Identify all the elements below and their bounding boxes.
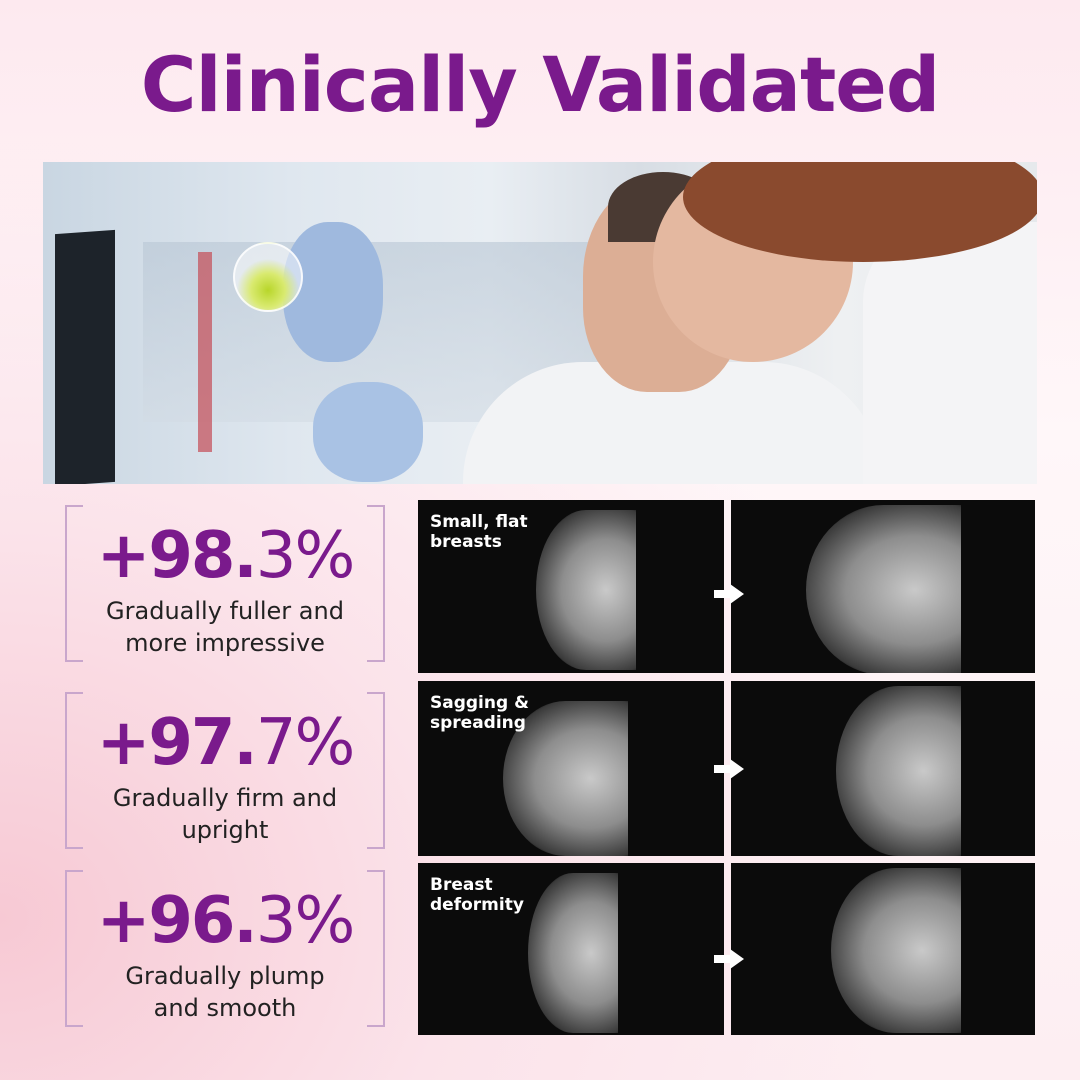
comparison-label: breasts xyxy=(430,532,502,552)
stat-description: Gradually fuller and xyxy=(106,597,344,625)
lab-scientists-photo xyxy=(43,162,1037,484)
comparison-label: spreading xyxy=(430,713,526,733)
stat-description: Gradually plump xyxy=(125,962,325,990)
stat-value-decimal: 7% xyxy=(255,706,356,780)
stat-firm: +97.7% Gradually firm and upright xyxy=(65,692,385,849)
after-scan-1 xyxy=(731,500,1035,673)
before-scan-2: Sagging & spreading xyxy=(418,681,724,856)
stat-description: Gradually firm and xyxy=(112,784,338,812)
comparison-label: Small, flat xyxy=(430,512,528,532)
before-scan-3: Breast deformity xyxy=(418,863,724,1035)
stat-description: upright xyxy=(181,816,269,844)
before-scan-1: Small, flat breasts xyxy=(418,500,724,673)
stat-description: more impressive xyxy=(125,629,325,657)
arrow-right-icon xyxy=(714,584,748,604)
comparison-label: Sagging & xyxy=(430,693,529,713)
after-scan-2 xyxy=(731,681,1035,856)
stat-fuller: +98.3% Gradually fuller and more impress… xyxy=(65,505,385,662)
stat-plump: +96.3% Gradually plump and smooth xyxy=(65,870,385,1027)
stat-value-decimal: 3% xyxy=(255,519,356,593)
stat-description: and smooth xyxy=(153,994,297,1022)
stat-value-decimal: 3% xyxy=(255,884,356,958)
comparison-label: deformity xyxy=(430,895,524,915)
comparison-label: Breast xyxy=(430,875,493,895)
after-scan-3 xyxy=(731,863,1035,1035)
page-title: Clinically Validated xyxy=(140,40,940,129)
stat-value: +98. xyxy=(96,519,258,593)
stat-value: +97. xyxy=(96,706,258,780)
arrow-right-icon xyxy=(714,949,748,969)
arrow-right-icon xyxy=(714,759,748,779)
stat-value: +96. xyxy=(96,884,258,958)
